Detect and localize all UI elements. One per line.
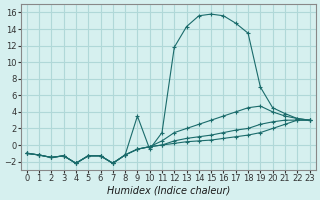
X-axis label: Humidex (Indice chaleur): Humidex (Indice chaleur) xyxy=(107,186,230,196)
